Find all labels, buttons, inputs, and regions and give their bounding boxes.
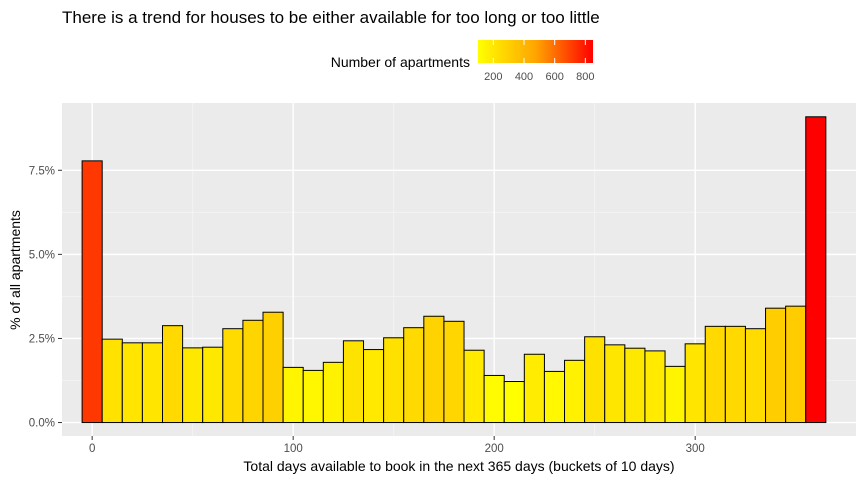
x-tick-label: 100 xyxy=(284,443,303,455)
bar xyxy=(785,305,807,424)
bar xyxy=(684,343,706,424)
bar xyxy=(242,319,264,424)
bar xyxy=(322,361,344,424)
y-tick-label: 0.0% xyxy=(29,418,55,430)
bar xyxy=(564,359,586,424)
x-tick-label: 300 xyxy=(686,443,705,455)
bar xyxy=(383,337,405,424)
chart-title: There is a trend for houses to be either… xyxy=(62,8,600,27)
bar xyxy=(704,325,726,424)
bar xyxy=(121,342,143,424)
x-axis-title: Total days available to book in the next… xyxy=(243,458,674,474)
bar xyxy=(483,374,505,424)
bar xyxy=(202,346,224,424)
bar xyxy=(644,350,666,424)
bar xyxy=(463,349,485,424)
legend-tick-label: 600 xyxy=(545,71,563,83)
bar xyxy=(523,353,545,424)
bar xyxy=(363,349,385,424)
legend-title: Number of apartments xyxy=(331,54,470,70)
legend-colorbar xyxy=(478,40,593,63)
bar xyxy=(664,365,686,424)
legend-tick-label: 200 xyxy=(484,71,502,83)
y-tick-label: 2.5% xyxy=(29,333,55,345)
bar xyxy=(724,325,746,424)
bar xyxy=(423,315,445,424)
x-tick-label: 0 xyxy=(89,443,95,455)
bar xyxy=(443,320,465,424)
legend: Number of apartments 200 400 600 800 xyxy=(331,40,595,83)
legend-tick-label: 400 xyxy=(515,71,533,83)
bar xyxy=(543,370,566,424)
y-tick-label: 5.0% xyxy=(29,249,55,261)
bar xyxy=(744,328,767,424)
bar xyxy=(503,381,525,424)
bar xyxy=(282,366,304,424)
bar xyxy=(101,338,123,424)
bar xyxy=(302,369,324,424)
legend-tick-label: 800 xyxy=(576,71,594,83)
bar xyxy=(81,160,103,424)
bar xyxy=(162,325,184,424)
y-axis-title: % of all apartments xyxy=(7,210,23,330)
y-tick-label: 7.5% xyxy=(29,165,55,177)
bar xyxy=(342,340,365,424)
bar xyxy=(805,116,827,424)
x-tick-label: 200 xyxy=(485,443,504,455)
bar xyxy=(403,327,425,424)
bar xyxy=(141,342,164,424)
bar xyxy=(624,347,646,424)
bar xyxy=(584,336,606,424)
bar xyxy=(604,344,626,424)
bar xyxy=(182,347,204,424)
bar xyxy=(262,311,284,424)
bar xyxy=(222,328,244,424)
bar xyxy=(765,307,787,424)
